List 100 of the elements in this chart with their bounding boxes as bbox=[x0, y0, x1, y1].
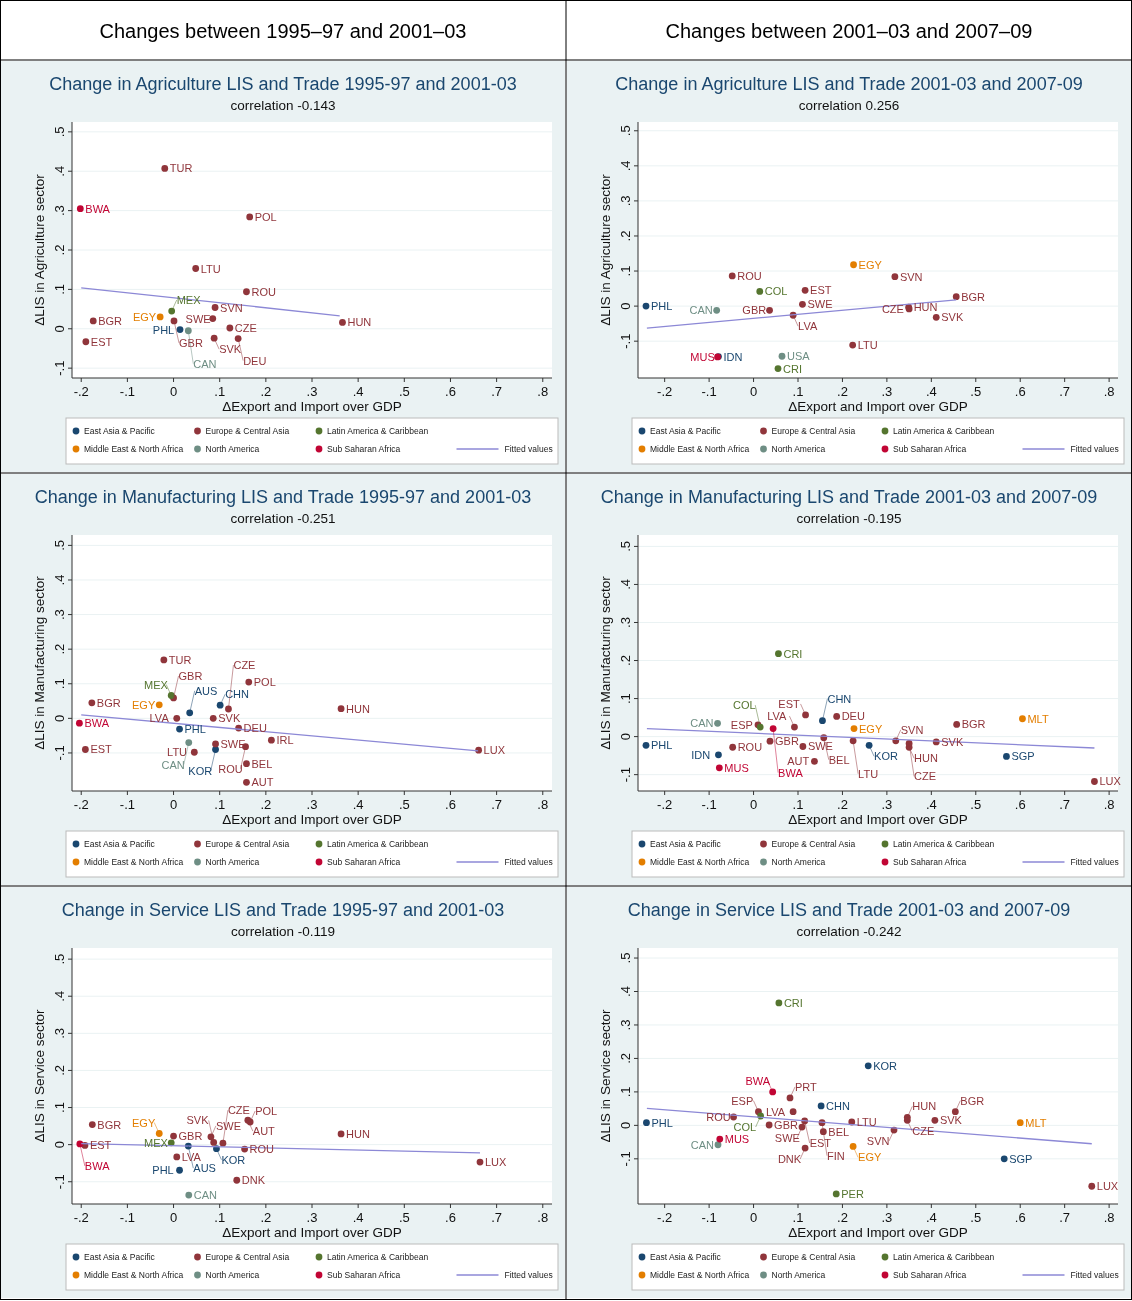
data-label: BGR bbox=[98, 314, 123, 327]
data-label: EST bbox=[89, 1139, 112, 1152]
data-label: CRI bbox=[783, 362, 802, 375]
y-tick-label: .1 bbox=[618, 1086, 633, 1098]
data-label: DEU bbox=[243, 722, 267, 735]
x-tick-label: .2 bbox=[260, 797, 272, 812]
y-tick-label: .1 bbox=[52, 1102, 67, 1113]
x-tick-label: .8 bbox=[537, 797, 549, 812]
data-label: AUT bbox=[787, 755, 810, 768]
text: Changes between 1995–97 and 2001–03 bbox=[99, 20, 467, 42]
data-label: ESP bbox=[730, 718, 753, 731]
y-tick-label: .2 bbox=[52, 1065, 67, 1076]
y-axis-title: ΔLIS in Service sector bbox=[32, 1009, 47, 1143]
chart-title: Change in Manufacturing LIS and Trade 2001-03 and 2007-09 bbox=[600, 487, 1098, 507]
data-label: CZE bbox=[234, 321, 257, 334]
data-label: POL bbox=[254, 210, 277, 223]
legend-label: Europe & Central Asia bbox=[205, 1252, 290, 1262]
y-axis-title: ΔLIS in Manufacturing sector bbox=[32, 575, 47, 750]
x-tick-label: 0 bbox=[169, 1210, 178, 1225]
x-tick-label: -.1 bbox=[119, 797, 135, 812]
data-label: EST bbox=[90, 743, 113, 756]
x-tick-label: .4 bbox=[925, 384, 937, 399]
legend-label: Fitted values bbox=[504, 444, 553, 454]
data-label: ROU bbox=[706, 1110, 731, 1123]
legend-label: East Asia & Pacific bbox=[84, 839, 156, 849]
x-tick-label: .5 bbox=[970, 797, 982, 812]
y-tick-label: .3 bbox=[618, 195, 633, 207]
x-tick-label: 0 bbox=[169, 797, 178, 812]
y-tick-label: .3 bbox=[618, 1019, 633, 1031]
x-tick-label: .2 bbox=[837, 797, 848, 812]
data-label: CRI bbox=[783, 996, 803, 1009]
legend-label: Sub Saharan Africa bbox=[893, 1270, 967, 1280]
x-tick-label: .5 bbox=[970, 1210, 982, 1225]
y-axis-title: ΔLIS in Agriculture sector bbox=[32, 173, 47, 326]
data-label: ESP bbox=[731, 1094, 754, 1107]
data-label: KOR bbox=[188, 765, 213, 778]
data-label: SWE bbox=[774, 1132, 800, 1145]
data-label: IDN bbox=[723, 350, 743, 363]
y-tick-label: .2 bbox=[618, 1053, 633, 1064]
data-label: AUT bbox=[252, 1125, 276, 1138]
data-label: HUN bbox=[346, 702, 370, 715]
data-label: EGY bbox=[132, 698, 156, 711]
data-label: ROU bbox=[218, 762, 243, 775]
legend-label: East Asia & Pacific bbox=[84, 426, 156, 436]
x-tick-label: .3 bbox=[306, 1210, 318, 1225]
data-label: POL bbox=[253, 676, 276, 689]
x-tick-label: 0 bbox=[749, 797, 758, 812]
chart-title: Change in Agriculture LIS and Trade 1995-97 and 2001-03 bbox=[49, 74, 517, 94]
legend-label: Sub Saharan Africa bbox=[327, 444, 401, 454]
chart-subtitle: correlation -0.251 bbox=[230, 511, 336, 526]
chart-subtitle: correlation -0.143 bbox=[230, 98, 336, 113]
legend-label: Middle East & North Africa bbox=[650, 857, 750, 867]
data-label: IRL bbox=[276, 734, 294, 747]
x-tick-label: .1 bbox=[792, 384, 804, 399]
data-label: SWE bbox=[807, 740, 833, 753]
y-tick-label: -.1 bbox=[52, 745, 67, 761]
data-label: HUN bbox=[912, 1100, 937, 1113]
legend-label: Sub Saharan Africa bbox=[893, 444, 967, 454]
data-label: SVK bbox=[218, 712, 241, 725]
y-tick-label: .5 bbox=[618, 540, 633, 552]
x-tick-label: 0 bbox=[749, 1210, 758, 1225]
data-label: EGY bbox=[132, 310, 157, 323]
data-label: CAN bbox=[193, 357, 217, 370]
chart-title: Change in Service LIS and Trade 1995-97 and 2001-03 bbox=[61, 900, 505, 920]
legend-label: North America bbox=[771, 857, 826, 867]
y-tick-label: .1 bbox=[618, 693, 633, 704]
data-label: SWE bbox=[215, 1119, 241, 1132]
legend-label: Fitted values bbox=[504, 1270, 553, 1280]
y-tick-label: 0 bbox=[52, 1141, 67, 1149]
data-label: PHL bbox=[152, 323, 175, 336]
data-label: COL bbox=[733, 1120, 757, 1133]
data-label: ROU bbox=[737, 269, 762, 282]
y-tick-label: .5 bbox=[52, 953, 67, 965]
legend-label: East Asia & Pacific bbox=[84, 1252, 156, 1262]
data-label: ROU bbox=[251, 285, 276, 298]
data-label: CHN bbox=[827, 692, 852, 705]
y-tick-label: -.1 bbox=[52, 1174, 67, 1190]
data-label: EGY bbox=[858, 1151, 882, 1164]
data-label: BGR bbox=[961, 290, 986, 303]
data-label: BGR bbox=[96, 696, 121, 709]
data-label: MUS bbox=[724, 1133, 750, 1146]
data-label: TUR bbox=[169, 162, 193, 175]
data-label: FIN bbox=[827, 1149, 845, 1162]
legend-label: Sub Saharan Africa bbox=[327, 1270, 401, 1280]
data-label: EST bbox=[778, 697, 801, 710]
legend-label: Europe & Central Asia bbox=[205, 839, 290, 849]
x-axis-title: ΔExport and Import over GDP bbox=[222, 812, 402, 827]
data-label: EGY bbox=[132, 1116, 156, 1129]
x-tick-label: -.2 bbox=[73, 384, 89, 399]
x-tick-label: -.1 bbox=[701, 797, 717, 812]
legend-label: Middle East & North Africa bbox=[84, 1270, 184, 1280]
data-label: SVK bbox=[219, 343, 242, 356]
data-label: LTU bbox=[167, 746, 188, 759]
legend-label: Sub Saharan Africa bbox=[327, 857, 401, 867]
y-tick-label: 0 bbox=[618, 302, 633, 310]
legend-label: Middle East & North Africa bbox=[650, 444, 750, 454]
data-label: CZE bbox=[233, 659, 256, 672]
x-tick-label: .7 bbox=[491, 797, 503, 812]
data-label: CZE bbox=[881, 302, 904, 315]
x-tick-label: -.2 bbox=[73, 1210, 89, 1225]
